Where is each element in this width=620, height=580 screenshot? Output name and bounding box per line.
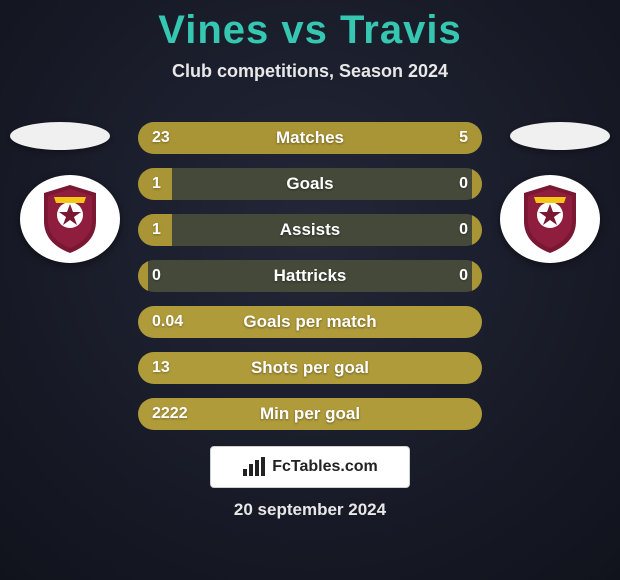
- page-title: Vines vs Travis: [0, 0, 620, 53]
- stat-right-bar: [472, 260, 482, 292]
- stat-row: 0.04 Goals per match: [138, 306, 482, 338]
- branding-badge: FcTables.com: [210, 446, 410, 488]
- stat-left-value: 23: [152, 129, 170, 147]
- stat-right-value: 0: [459, 267, 468, 285]
- stat-right-value: 0: [459, 221, 468, 239]
- player2-name: Travis: [340, 8, 462, 52]
- stat-right-bar: [472, 168, 482, 200]
- stats-container: 23 5 Matches 1 0 Goals 1 0 Assists 0 0 Hattricks 0.0…: [138, 122, 482, 430]
- stat-row: 13 Shots per goal: [138, 352, 482, 384]
- stat-label: Hattricks: [274, 266, 347, 286]
- stat-left-value: 13: [152, 359, 170, 377]
- player1-club-badge: [20, 175, 120, 263]
- stat-label: Shots per goal: [251, 358, 369, 378]
- player2-club-badge: [500, 175, 600, 263]
- stat-left-value: 0: [152, 267, 161, 285]
- stat-label: Min per goal: [260, 404, 360, 424]
- subtitle: Club competitions, Season 2024: [0, 61, 620, 82]
- stat-right-value: 0: [459, 175, 468, 193]
- stat-right-value: 5: [459, 129, 468, 147]
- club-crest-icon: [520, 183, 580, 255]
- stat-right-bar: [472, 214, 482, 246]
- stat-right-bar: [399, 122, 482, 154]
- club-crest-icon: [40, 183, 100, 255]
- footer-date: 20 september 2024: [0, 500, 620, 520]
- stat-left-value: 1: [152, 175, 161, 193]
- player2-nation-flag: [510, 122, 610, 150]
- stat-label: Goals per match: [243, 312, 376, 332]
- stat-left-value: 1: [152, 221, 161, 239]
- vs-label: vs: [281, 8, 328, 52]
- stat-row: 2222 Min per goal: [138, 398, 482, 430]
- stat-left-bar: [138, 260, 148, 292]
- player1-nation-flag: [10, 122, 110, 150]
- player1-name: Vines: [158, 8, 269, 52]
- stat-label: Goals: [286, 174, 333, 194]
- stat-row: 1 0 Goals: [138, 168, 482, 200]
- stat-left-bar: [138, 122, 399, 154]
- bars-icon: [242, 457, 266, 477]
- stat-row: 0 0 Hattricks: [138, 260, 482, 292]
- stat-label: Assists: [280, 220, 340, 240]
- stat-left-value: 0.04: [152, 313, 183, 331]
- stat-row: 23 5 Matches: [138, 122, 482, 154]
- stat-label: Matches: [276, 128, 344, 148]
- stat-row: 1 0 Assists: [138, 214, 482, 246]
- branding-text: FcTables.com: [272, 458, 378, 476]
- stat-left-value: 2222: [152, 405, 188, 423]
